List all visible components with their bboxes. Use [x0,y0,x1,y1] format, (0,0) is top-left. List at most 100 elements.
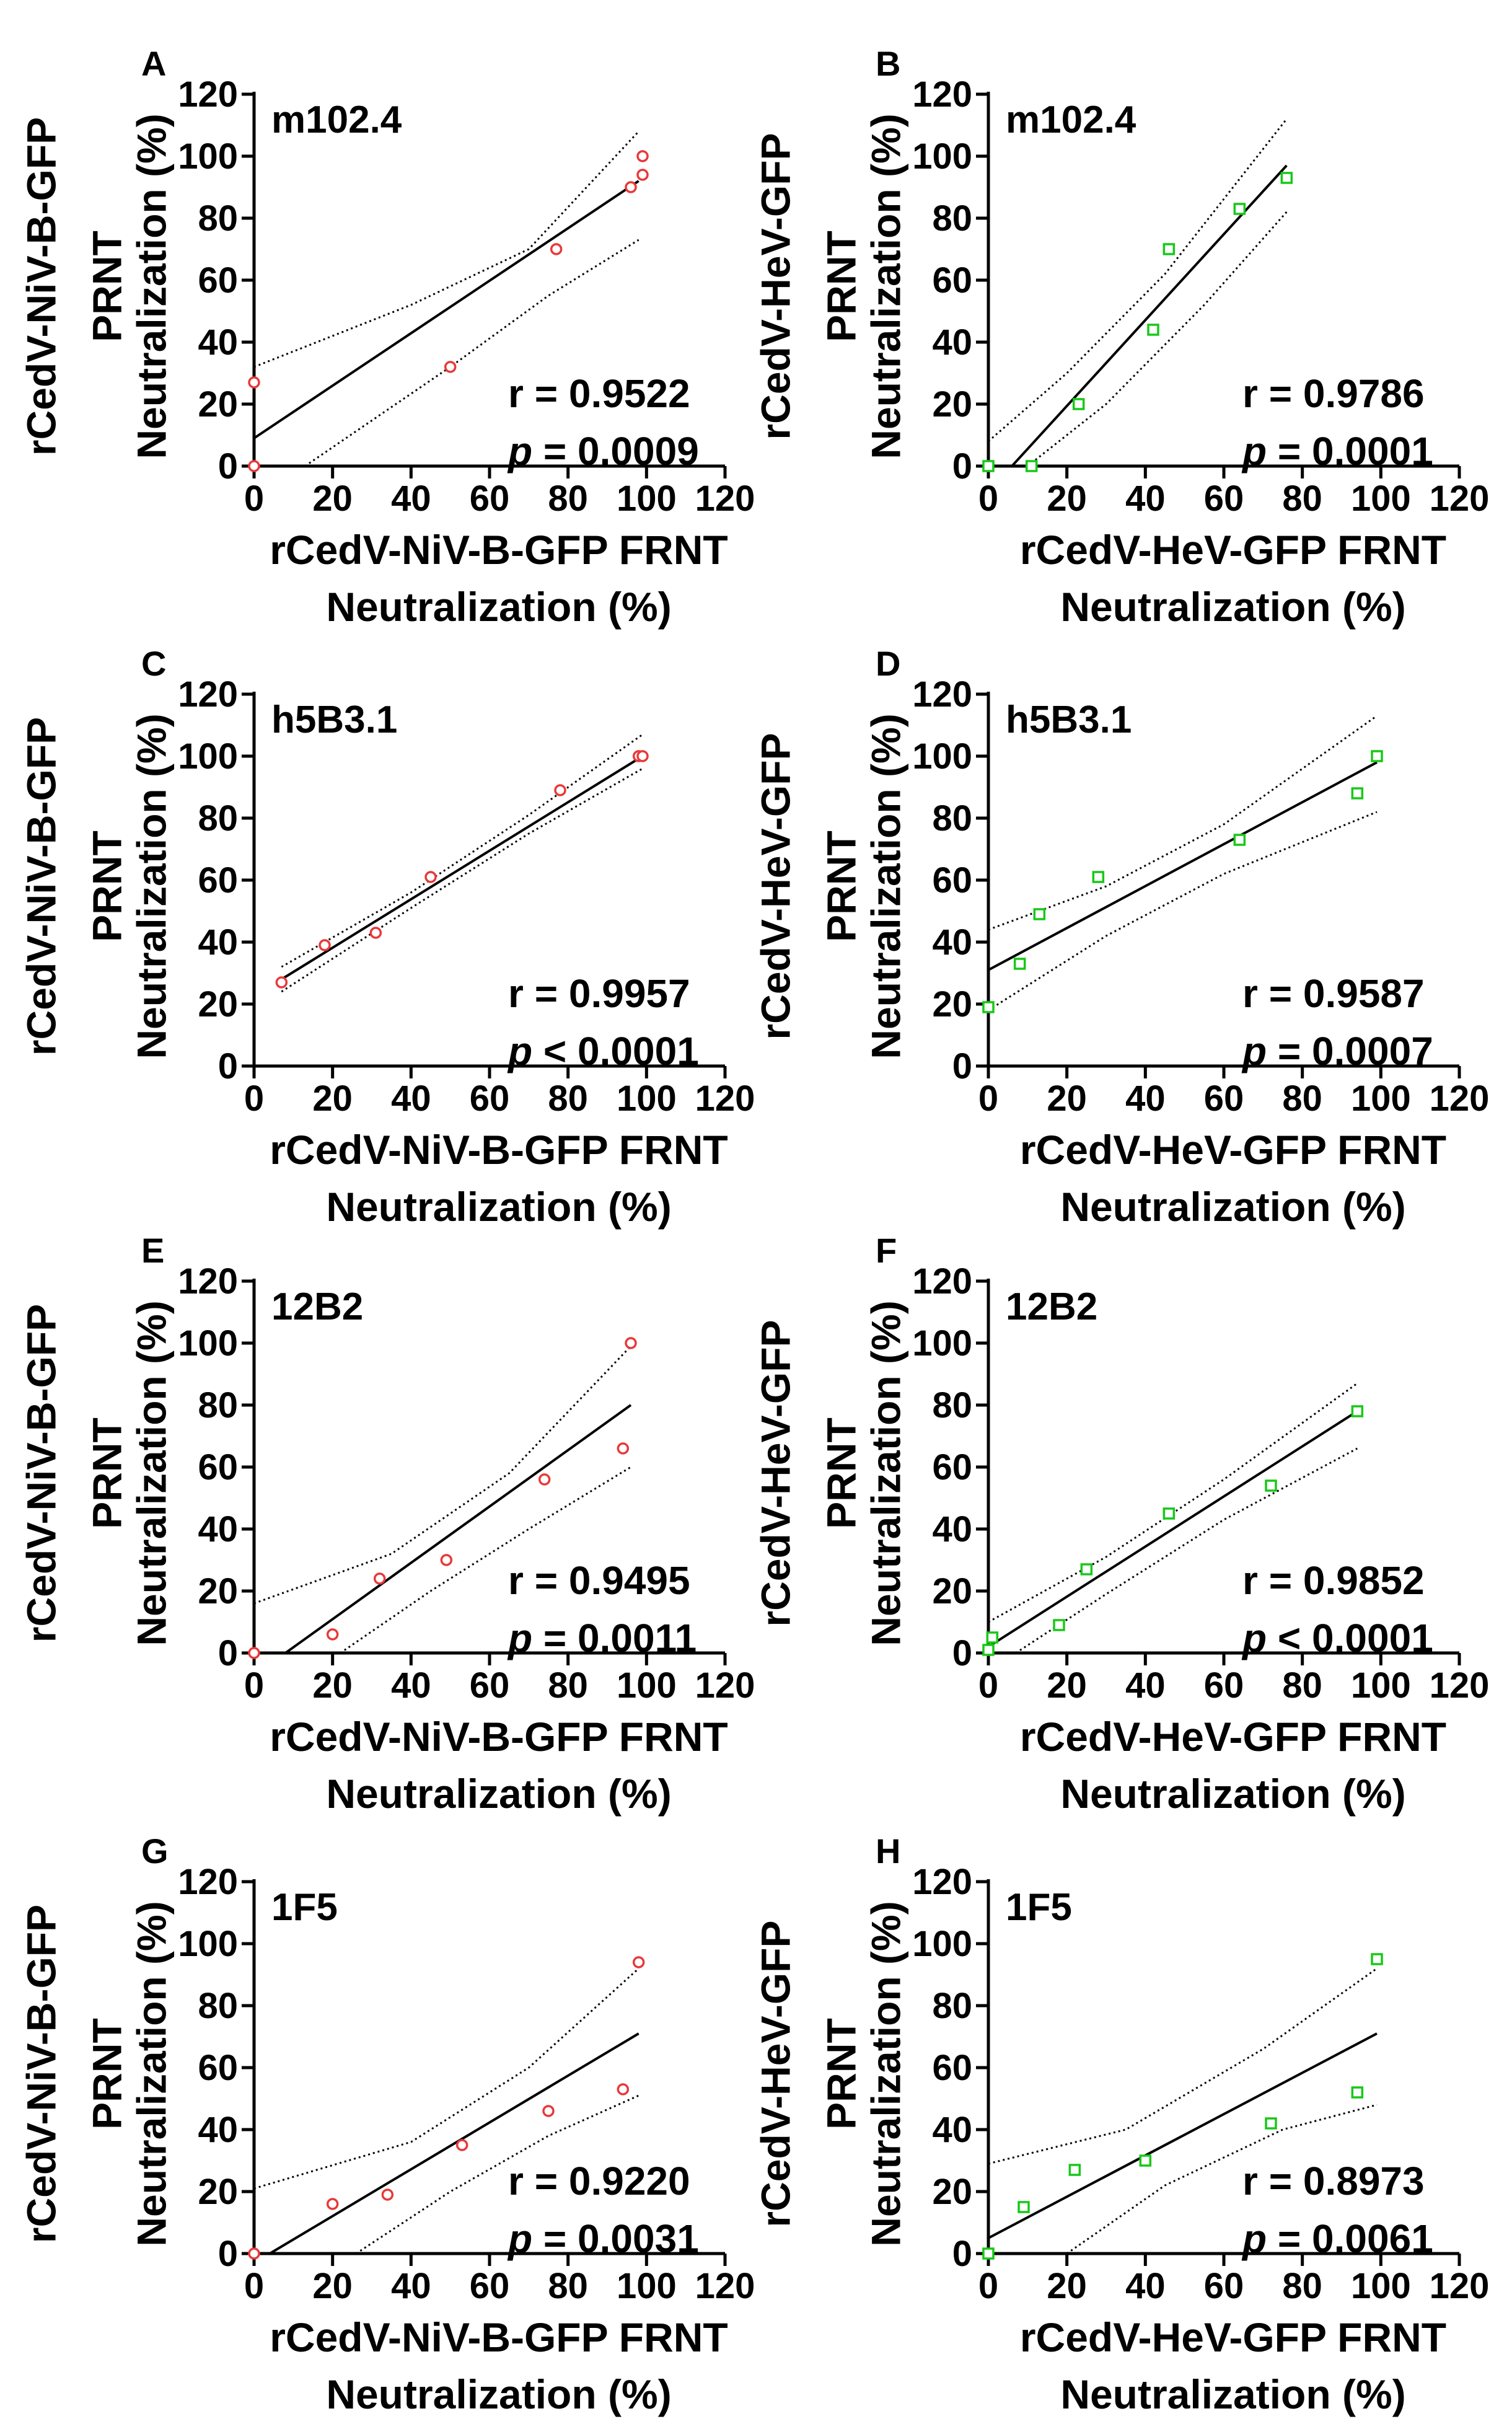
data-point [1163,243,1176,255]
panel-letter: D [876,644,900,683]
data-point [1147,324,1159,336]
y-tick-label: 0 [952,1046,972,1086]
y-tick-label: 40 [198,2110,238,2150]
antibody-label: m102.4 [271,99,402,141]
data-point [617,2083,630,2096]
y-tick-label: 20 [198,984,238,1025]
y-tick-label: 20 [932,1571,972,1611]
x-axis-title: Neutralization (%) [326,1771,671,1817]
x-axis-title: rCedV-NiV-B-GFP FRNT [270,2314,728,2360]
data-point [369,927,382,939]
data-point [554,784,566,796]
data-point [542,2105,555,2117]
y-axis-title: PRNT [818,2018,864,2130]
antibody-label: h5B3.1 [1006,699,1132,741]
p-number: = 0.0009 [532,429,699,474]
x-axis-title: rCedV-HeV-GFP FRNT [1020,1714,1446,1760]
panel-letter: B [876,44,900,83]
ci-lower-band [988,811,1378,1011]
x-tick-label: 100 [1351,2266,1411,2306]
x-axis-title: Neutralization (%) [326,584,671,630]
x-tick-label: 100 [617,2266,677,2306]
y-tick-label: 60 [198,1447,238,1487]
x-axis-title: rCedV-HeV-GFP FRNT [1020,527,1446,573]
data-point [326,2198,339,2210]
x-tick-label: 80 [1282,2266,1322,2306]
r-value: r = 0.9852 [1242,1558,1425,1603]
y-tick-label: 20 [932,384,972,425]
antibody-label: 12B2 [271,1285,363,1328]
data-point [1371,1953,1383,1965]
ci-upper-band [988,118,1288,443]
y-tick-label: 60 [198,860,238,901]
data-point [248,460,260,472]
data-point [636,150,649,162]
data-point [1025,460,1038,472]
p-symbol: p [1241,429,1267,474]
x-tick-label: 0 [244,1665,264,1706]
y-tick-label: 0 [952,446,972,487]
data-point [1013,958,1026,970]
data-point [444,361,457,373]
y-tick-label: 100 [178,136,238,177]
y-tick-label: 60 [932,260,972,301]
x-axis-title: rCedV-NiV-B-GFP FRNT [270,1127,728,1173]
data-point [319,939,331,951]
y-tick-label: 40 [198,922,238,963]
y-tick-label: 0 [218,446,238,487]
r-value: r = 0.9957 [508,971,690,1016]
x-tick-label: 100 [1351,1078,1411,1119]
x-tick-label: 120 [1430,1078,1490,1119]
panel-c: C 0 20 40 60 80 100 120 0 20 40 60 80 100 120 rCedV-NiV… [18,644,755,1230]
y-tick-label: 60 [932,2048,972,2088]
data-point [455,2139,468,2151]
y-axis-title: rCedV-HeV-GFP [752,1920,798,2227]
antibody-label: m102.4 [1006,99,1136,141]
regression-line [284,1404,632,1654]
ci-lower-band [1066,2104,1378,2255]
regression-line [281,755,644,981]
data-point [538,1473,551,1486]
data-point [1018,2201,1030,2213]
data-point [625,1337,637,1349]
ci-lower-band [340,1466,631,1654]
y-tick-label: 40 [198,322,238,363]
p-symbol: p [1241,1029,1267,1073]
ci-lower-band [281,767,643,993]
p-number: = 0.0007 [1267,1029,1433,1073]
data-point [1280,172,1293,184]
data-point [424,871,437,883]
y-tick-label: 60 [932,860,972,901]
p-value: p = 0.0009 [507,429,699,474]
p-symbol: p [1241,2216,1267,2261]
x-tick-label: 100 [1351,478,1411,519]
regression-line [253,180,640,439]
data-point [550,243,563,255]
x-tick-label: 40 [1125,2266,1166,2306]
data-point [1139,2154,1152,2167]
data-point [1080,1563,1093,1576]
data-point [1068,2164,1081,2176]
data-point [636,750,649,762]
data-point [381,2188,394,2201]
p-number: < 0.0001 [532,1029,699,1073]
y-tick-label: 120 [912,74,972,115]
panel-letter: H [876,1831,900,1871]
x-tick-label: 80 [1282,1078,1322,1119]
x-tick-label: 20 [312,478,353,519]
data-point [625,181,637,193]
y-tick-label: 0 [218,1633,238,1673]
ci-lower-band [1015,1447,1358,1654]
y-tick-label: 20 [198,2172,238,2212]
y-tick-label: 20 [932,2172,972,2212]
r-value: r = 0.8973 [1242,2159,1425,2203]
p-number: = 0.0061 [1267,2216,1433,2261]
p-value: p = 0.0007 [1241,1029,1433,1073]
data-point [1351,2086,1364,2099]
x-axis-title: rCedV-NiV-B-GFP FRNT [270,527,728,573]
r-value: r = 0.9786 [1242,371,1425,416]
regression-line [988,2032,1378,2239]
x-tick-label: 0 [244,1078,264,1119]
y-axis-title: Neutralization (%) [863,1901,908,2246]
y-tick-label: 0 [952,2234,972,2274]
